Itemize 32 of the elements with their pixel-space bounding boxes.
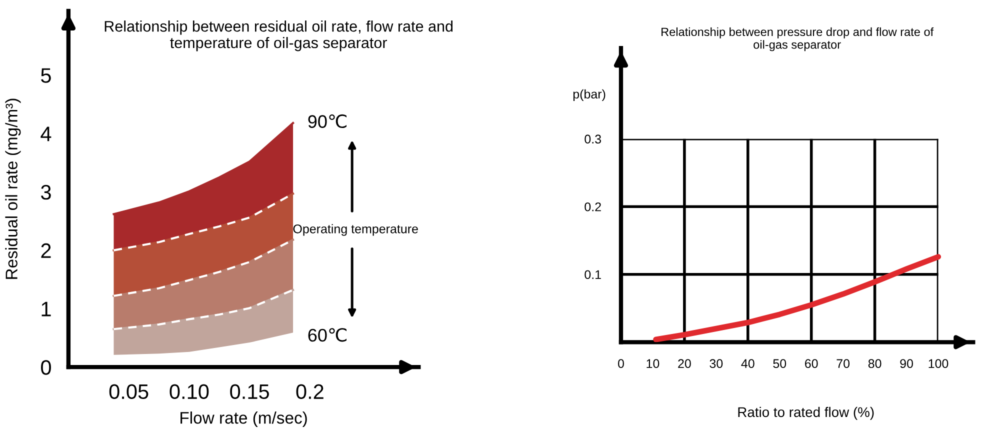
x-tick-label: 90 [900, 359, 913, 368]
y-tick-label: 2 [41, 243, 51, 258]
y-tick-label: 0.3 [584, 134, 601, 144]
x-tick-label: 60 [805, 359, 818, 368]
x-axis-title: Ratio to rated flow (%) [738, 406, 874, 420]
x-tick-label: 40 [741, 359, 754, 368]
x-tick-label: 0.05 [109, 384, 148, 400]
x-tick-label: 80 [868, 359, 882, 368]
chart-title: Relationship between pressure drop and flow rate of oil-gas separator [662, 27, 934, 52]
x-tick-label: 0 [618, 359, 624, 368]
x-tick-label: 50 [773, 359, 786, 368]
annotation: 60℃ [308, 328, 346, 342]
y-axis-title: p(bar) [573, 89, 606, 102]
x-tick-label: 0.2 [296, 384, 324, 400]
y-tick-label: 0.2 [584, 202, 601, 212]
text: Relationship between residual oil rate, flow rate and temperature of oil-gas separator [104, 20, 453, 52]
x-tick-label: 70 [836, 359, 850, 368]
annotation: 90℃ [308, 114, 346, 128]
y-tick-label: 0.1 [584, 270, 601, 280]
x-tick-label: 30 [710, 359, 723, 368]
x-tick-label: 0.15 [230, 384, 269, 400]
x-tick-label: 20 [678, 359, 691, 368]
x-tick-label: 10 [646, 359, 660, 368]
annotation: Operating temperature [293, 224, 418, 236]
x-tick-label: 100 [928, 359, 948, 368]
x-tick-label: 0.10 [170, 384, 209, 400]
x-axis-title: Flow rate (m/sec) [180, 412, 307, 428]
y-axis-title: Residual oil rate (mg/m³) [5, 98, 21, 279]
y-tick-label: 4 [40, 126, 52, 142]
y-tick-label: 3 [40, 184, 51, 200]
y-tick-label: 5 [41, 68, 51, 83]
y-tick-label: 1 [42, 302, 51, 316]
